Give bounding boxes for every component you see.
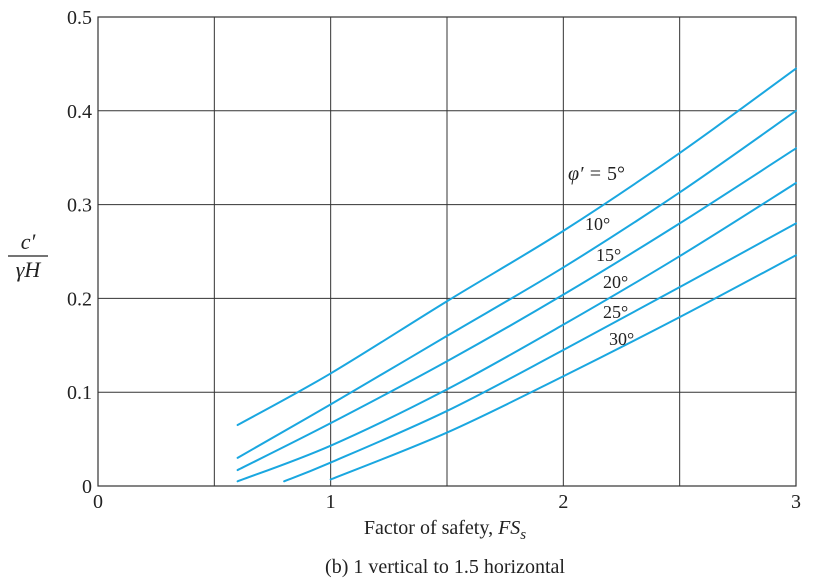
series-line (236, 109, 797, 459)
series-line (236, 147, 797, 472)
x-tick-label: 3 (791, 491, 801, 513)
chart-caption: (b) 1 vertical to 1.5 horizontal (325, 556, 565, 578)
tick-labels: 0 1 2 3 0 0.1 0.2 0.3 0.4 0.5 (67, 7, 801, 513)
curves (236, 67, 797, 483)
x-axis-label-text: Factor of safety, (364, 517, 498, 539)
y-tick-label: 0.5 (67, 7, 92, 29)
series-label: 10° (585, 214, 610, 234)
series-label: 25° (603, 302, 628, 322)
x-axis-label: Factor of safety, FSs (364, 517, 526, 543)
y-axis-label-numerator: c′ (21, 229, 37, 254)
series-line (236, 67, 797, 427)
curve-labels: φ′ = 5° 10° 15° 20° 25° 30° (568, 163, 634, 349)
series-label: 15° (596, 245, 621, 265)
series-label: φ′ = 5° (568, 163, 625, 185)
plot-frame (97, 16, 797, 487)
y-tick-label: 0.2 (67, 288, 92, 310)
grid (98, 17, 796, 486)
series-label: 30° (609, 329, 634, 349)
y-axis-label-denominator: γH (16, 257, 42, 282)
x-axis-label-symbol: FS (497, 517, 520, 539)
x-tick-label: 0 (93, 491, 103, 513)
y-tick-label: 0 (82, 476, 92, 498)
x-tick-label: 1 (326, 491, 336, 513)
series-label-value: 5° (607, 163, 625, 185)
series-line (329, 254, 797, 481)
series-label-prefix: φ′ = (568, 163, 607, 185)
series-label: 20° (603, 272, 628, 292)
x-axis-label-subscript: s (520, 527, 526, 543)
y-tick-label: 0.1 (67, 382, 92, 404)
y-tick-label: 0.4 (67, 101, 92, 123)
series-line (283, 222, 797, 483)
y-tick-label: 0.3 (67, 195, 92, 217)
series-line (236, 182, 797, 483)
x-tick-label: 2 (558, 491, 568, 513)
